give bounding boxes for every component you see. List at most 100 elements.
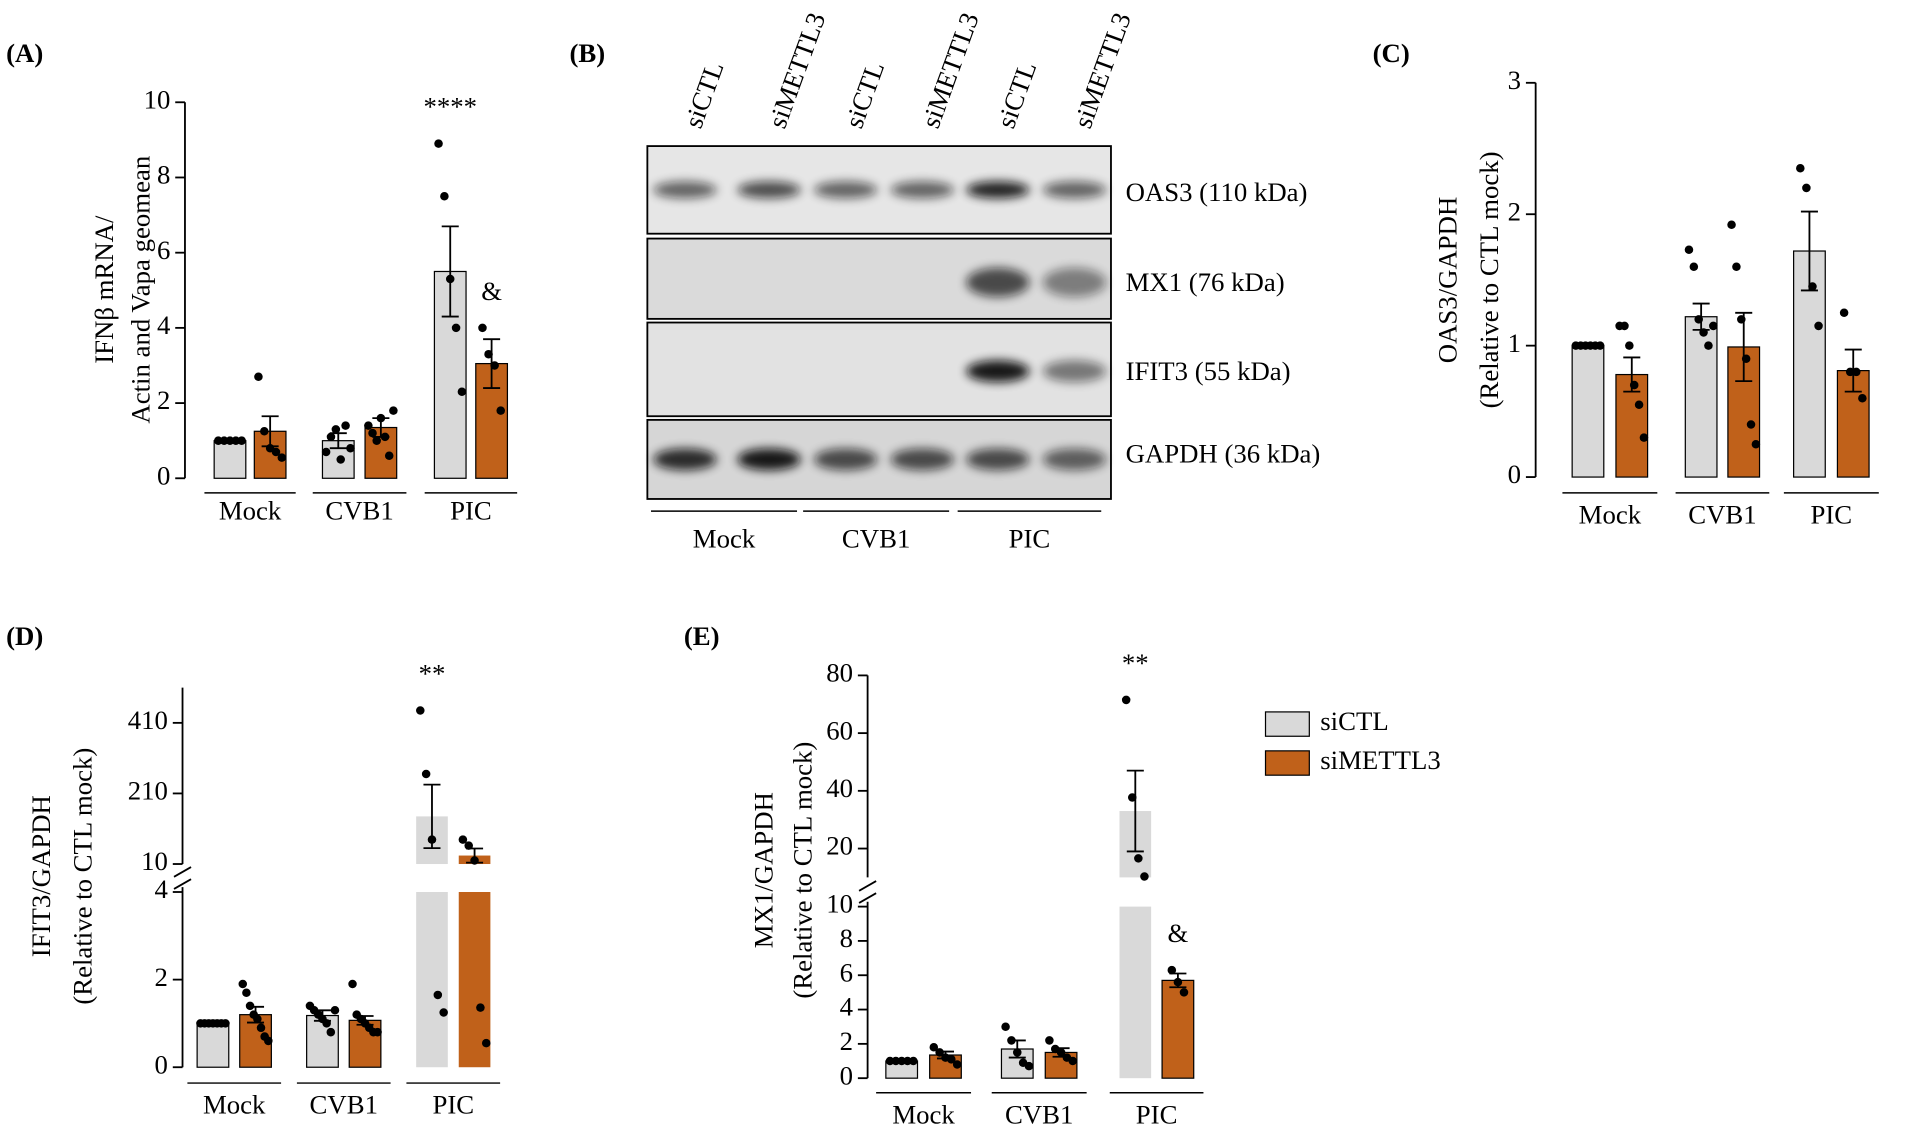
band xyxy=(737,181,801,199)
data-point xyxy=(1839,308,1849,318)
panel-label: (A) xyxy=(6,38,43,68)
y-tick-label: 8 xyxy=(840,923,853,953)
data-point xyxy=(1845,367,1855,377)
band xyxy=(814,448,878,471)
significance: **** xyxy=(423,92,477,122)
band xyxy=(966,267,1030,297)
data-point xyxy=(935,1048,944,1057)
y-tick-label: 410 xyxy=(128,705,168,735)
data-point xyxy=(1024,1061,1034,1071)
data-point xyxy=(1068,1056,1078,1066)
data-point xyxy=(373,1027,382,1037)
data-point xyxy=(336,455,345,464)
data-point xyxy=(1727,220,1736,229)
blot-row xyxy=(646,145,1112,235)
x-tick-label: CVB1 xyxy=(1688,499,1756,529)
data-point xyxy=(1140,872,1149,881)
y-tick-label: 8 xyxy=(157,160,170,190)
data-point xyxy=(1852,367,1861,377)
significance: ** xyxy=(419,659,446,689)
data-point xyxy=(384,451,394,460)
band xyxy=(1042,448,1107,471)
data-point xyxy=(1629,380,1639,390)
data-point xyxy=(885,1056,895,1066)
data-point xyxy=(947,1055,956,1064)
data-point xyxy=(1737,315,1746,324)
data-point xyxy=(326,1027,336,1037)
data-point xyxy=(1746,420,1756,429)
panel-label: (D) xyxy=(6,621,43,651)
x-tick-label: Mock xyxy=(1579,499,1642,529)
data-point xyxy=(451,323,461,333)
y-tick-label: 1 xyxy=(1508,328,1521,358)
data-point xyxy=(389,406,398,415)
axis-break xyxy=(858,880,877,892)
y-axis-label: Actin and Vapa geomean xyxy=(126,156,156,424)
y-tick-label: 60 xyxy=(826,715,853,745)
band xyxy=(653,448,717,471)
group-label: CVB1 xyxy=(842,524,910,554)
y-tick-label: 4 xyxy=(157,310,170,340)
y-tick-label: 4 xyxy=(155,874,168,904)
data-point xyxy=(952,1060,962,1069)
data-point xyxy=(254,372,263,382)
x-tick-label: PIC xyxy=(450,496,492,526)
x-tick-label: CVB1 xyxy=(310,1090,378,1120)
y-axis-label: (Relative to CTL mock) xyxy=(67,748,97,1005)
bar xyxy=(1119,906,1152,1079)
panel-label: (E) xyxy=(684,621,720,651)
data-point xyxy=(1704,341,1713,350)
y-tick-label: 4 xyxy=(840,992,853,1022)
data-point xyxy=(481,1038,491,1048)
data-point xyxy=(219,436,229,445)
data-point xyxy=(1001,1022,1010,1031)
data-point xyxy=(490,361,499,370)
bar xyxy=(1684,316,1718,478)
y-tick-label: 10 xyxy=(141,846,168,876)
x-tick-label: PIC xyxy=(1811,499,1853,529)
y-axis-label: IFIT3/GAPDH xyxy=(26,795,56,957)
data-point xyxy=(1634,400,1644,410)
data-point xyxy=(478,323,487,333)
data-point xyxy=(1699,328,1708,337)
band xyxy=(737,448,801,471)
data-point xyxy=(376,413,386,423)
data-point xyxy=(341,421,350,430)
bar xyxy=(458,892,491,1068)
y-axis-label: (Relative to CTL mock) xyxy=(1474,151,1504,408)
y-axis-label: (Relative to CTL mock) xyxy=(788,742,818,999)
bar xyxy=(1571,345,1605,478)
data-point xyxy=(346,443,355,453)
data-point xyxy=(1007,1036,1016,1045)
data-point xyxy=(326,432,336,442)
y-tick-label: 6 xyxy=(157,235,170,265)
data-point xyxy=(271,447,281,457)
data-point xyxy=(909,1056,918,1066)
data-point xyxy=(440,192,449,201)
panel-label: (C) xyxy=(1373,38,1410,68)
data-point xyxy=(434,139,443,148)
y-tick-label: 20 xyxy=(826,831,853,861)
panel-label: (B) xyxy=(569,38,605,68)
band xyxy=(966,448,1030,471)
data-point xyxy=(322,1019,331,1028)
data-point xyxy=(321,447,331,457)
data-point xyxy=(1620,321,1629,331)
blot-row xyxy=(646,237,1112,320)
data-point xyxy=(1179,988,1189,997)
data-point xyxy=(439,1008,448,1017)
group-label: Mock xyxy=(693,524,756,554)
data-point xyxy=(1639,433,1649,442)
y-tick-label: 2 xyxy=(155,962,168,992)
significance: & xyxy=(1167,918,1188,948)
legend-swatch xyxy=(1264,750,1310,776)
significance: & xyxy=(481,276,502,306)
data-point xyxy=(464,841,473,850)
data-point xyxy=(277,453,287,462)
data-point xyxy=(427,835,437,844)
band xyxy=(1042,360,1107,383)
y-tick-label: 2 xyxy=(840,1026,853,1056)
data-point xyxy=(1056,1048,1066,1057)
protein-label: IFIT3 (55 kDa) xyxy=(1126,356,1291,386)
